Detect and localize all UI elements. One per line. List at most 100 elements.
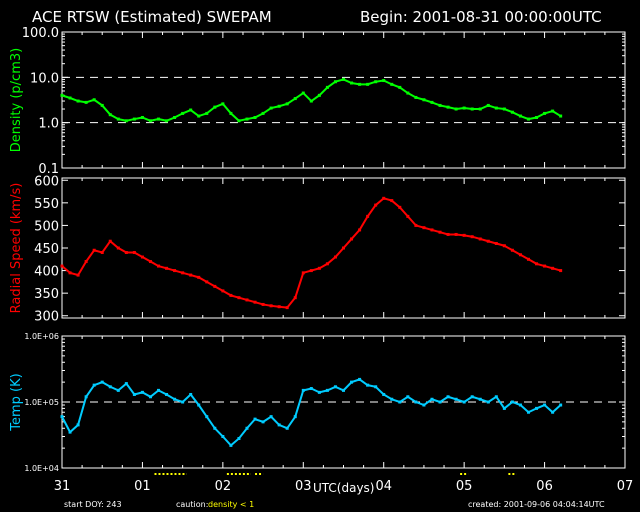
data-point-radial_speed — [269, 304, 273, 308]
data-point-radial_speed — [414, 223, 418, 227]
data-point-temp — [140, 390, 144, 394]
chart-title: ACE RTSW (Estimated) SWEPAM — [32, 8, 272, 26]
y-tick-label: 450 — [34, 242, 59, 257]
data-point-density — [559, 114, 563, 118]
data-point-density — [269, 106, 273, 110]
data-point-radial_speed — [68, 271, 72, 275]
data-point-density — [309, 99, 313, 103]
data-point-radial_speed — [140, 255, 144, 259]
data-point-temp — [277, 423, 281, 427]
data-point-density — [100, 103, 104, 107]
data-point-density — [406, 91, 410, 95]
data-point-density — [325, 85, 329, 89]
data-point-radial_speed — [293, 296, 297, 300]
data-point-temp — [446, 395, 450, 399]
data-point-temp — [157, 388, 161, 392]
caution-value: density < 1 — [208, 500, 254, 509]
data-point-density — [229, 111, 233, 115]
data-point-radial_speed — [406, 214, 410, 218]
data-point-density — [317, 93, 321, 97]
data-point-temp — [148, 395, 152, 399]
data-point-density — [301, 91, 305, 95]
x-tick-label: 31 — [54, 479, 71, 494]
data-point-radial_speed — [382, 196, 386, 200]
data-point-density — [551, 109, 555, 113]
x-tick-label: 01 — [134, 479, 151, 494]
data-point-temp — [430, 397, 434, 401]
y-tick-label: 100.0 — [22, 26, 59, 41]
data-point-radial_speed — [374, 203, 378, 207]
y-axis-label: Temp (K) — [9, 373, 24, 431]
data-point-temp — [406, 395, 410, 399]
data-point-radial_speed — [301, 271, 305, 275]
data-point-radial_speed — [526, 257, 530, 261]
data-point-density — [132, 117, 136, 121]
data-point-radial_speed — [317, 266, 321, 270]
data-point-radial_speed — [559, 269, 563, 273]
y-tick-label: 1.0E+06 — [24, 332, 59, 341]
data-point-density — [350, 81, 354, 85]
data-point-density — [173, 116, 177, 120]
x-tick-labels: 31 01 02 03 04 05 06 07 — [54, 479, 634, 494]
y-axis-label: Radial Speed (km/s) — [9, 183, 24, 314]
data-point-temp — [350, 380, 354, 384]
data-point-density — [414, 95, 418, 99]
data-point-radial_speed — [157, 264, 161, 268]
data-point-radial_speed — [342, 246, 345, 250]
data-point-radial_speed — [116, 246, 120, 250]
data-point-density — [462, 106, 466, 110]
data-point-radial_speed — [76, 273, 80, 277]
data-point-density — [165, 119, 169, 123]
data-point-temp — [551, 410, 555, 414]
data-point-temp — [317, 390, 321, 394]
data-point-radial_speed — [510, 248, 514, 252]
data-point-density — [221, 102, 225, 106]
data-point-density — [390, 82, 394, 86]
caution-label: caution: — [176, 500, 208, 509]
data-point-density — [285, 102, 289, 106]
data-point-radial_speed — [309, 269, 313, 273]
x-tick-label: 02 — [215, 479, 232, 494]
data-point-radial_speed — [221, 289, 225, 293]
data-point-temp — [382, 392, 386, 396]
y-tick-label: 550 — [34, 197, 59, 212]
panel-radial_speed: 300 350 400 450 500 550 600 Radial Speed (km/s) — [9, 174, 626, 325]
data-point-radial_speed — [92, 248, 96, 252]
data-point-temp — [68, 430, 72, 434]
data-point-temp — [108, 385, 112, 389]
data-point-temp — [543, 403, 547, 407]
data-point-temp — [124, 382, 128, 386]
data-point-density — [157, 117, 161, 121]
data-point-temp — [366, 383, 370, 387]
data-point-radial_speed — [430, 228, 434, 232]
data-point-radial_speed — [350, 237, 354, 241]
data-point-temp — [374, 385, 378, 389]
data-point-density — [398, 85, 402, 89]
data-point-density — [366, 82, 370, 86]
data-point-temp — [213, 426, 217, 430]
data-point-temp — [229, 443, 233, 447]
y-tick-label: 300 — [34, 310, 59, 325]
data-point-temp — [92, 383, 96, 387]
data-point-temp — [237, 436, 241, 440]
y-tick-label: 500 — [34, 219, 59, 234]
data-point-density — [108, 113, 112, 117]
data-point-temp — [84, 395, 88, 399]
data-point-temp — [245, 426, 249, 430]
data-point-density — [494, 106, 498, 110]
data-point-radial_speed — [358, 228, 362, 232]
data-point-temp — [205, 415, 209, 419]
data-point-temp — [116, 388, 120, 392]
data-point-radial_speed — [245, 298, 249, 302]
data-point-density — [148, 119, 152, 123]
data-point-radial_speed — [494, 241, 498, 245]
x-tick-label: 05 — [456, 479, 473, 494]
data-point-density — [68, 96, 72, 100]
data-point-density — [470, 107, 474, 111]
data-point-density — [60, 93, 64, 97]
data-point-temp — [502, 406, 506, 410]
data-point-temp — [76, 423, 80, 427]
data-point-density — [486, 103, 490, 107]
data-point-density — [454, 107, 458, 111]
data-point-radial_speed — [237, 296, 241, 300]
